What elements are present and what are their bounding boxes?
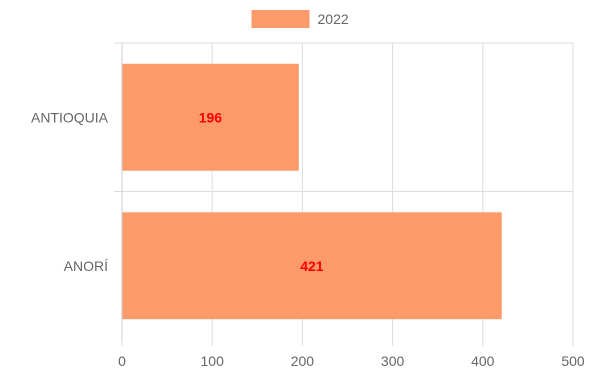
- data-label-anorí: 421: [300, 258, 324, 274]
- data-label-antioquia: 196: [199, 109, 223, 125]
- y-tick-label-anorí: ANORÍ: [64, 258, 108, 274]
- x-tick-label-300: 300: [381, 353, 405, 369]
- x-tick-label-200: 200: [291, 353, 315, 369]
- legend-label-2022[interactable]: 2022: [318, 11, 349, 27]
- legend[interactable]: 2022: [251, 10, 349, 28]
- x-tick-label-500: 500: [561, 353, 585, 369]
- axis-layer: 0 100 200 300 400 500 ANTIOQUIA ANORÍ: [31, 43, 585, 369]
- legend-swatch-2022[interactable]: [251, 10, 310, 28]
- bar-antioquia[interactable]: [122, 63, 299, 171]
- x-tick-label-0: 0: [118, 353, 126, 369]
- x-tick-label-400: 400: [471, 353, 495, 369]
- bar-anorí[interactable]: [122, 212, 502, 320]
- x-tick-label-100: 100: [201, 353, 225, 369]
- bar-layer: [122, 63, 502, 320]
- label-layer: 196 421: [199, 109, 324, 274]
- y-tick-label-antioquia: ANTIOQUIA: [31, 109, 109, 125]
